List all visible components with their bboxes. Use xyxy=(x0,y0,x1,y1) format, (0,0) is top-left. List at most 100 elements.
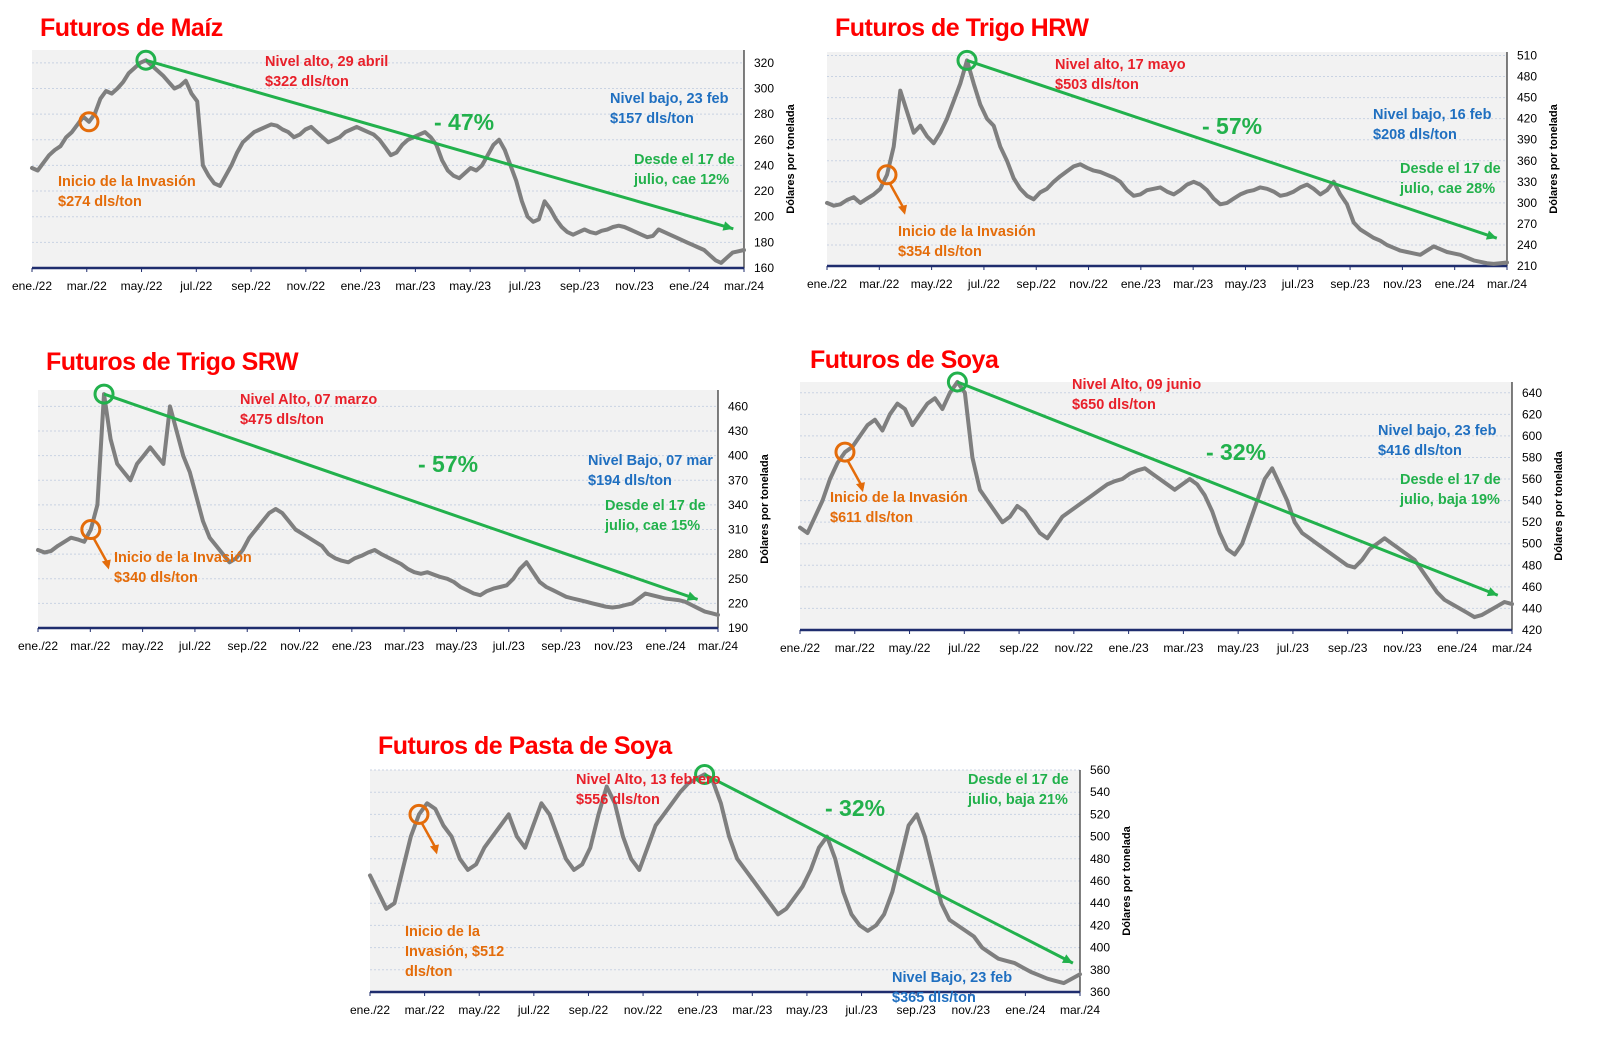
y-tick-label: 400 xyxy=(728,449,748,463)
x-tick-label: nov./22 xyxy=(280,639,319,653)
chart-svg: 210 240 270 300 330 360 390 420 450 480 510 ene./22… xyxy=(807,49,1560,291)
low-label: Nivel Bajo, 07 mar xyxy=(588,453,713,469)
july-value: julio, cae 15% xyxy=(604,518,700,534)
x-tick-label: nov./22 xyxy=(1055,641,1094,655)
low-label: Nivel bajo, 23 feb xyxy=(1378,423,1497,439)
percent-change: - 57% xyxy=(1202,113,1262,139)
x-tick-label: ene./23 xyxy=(1121,277,1161,291)
y-tick-label: 300 xyxy=(754,81,774,95)
x-tick-label: mar./24 xyxy=(698,639,738,653)
y-tick-label: 360 xyxy=(1090,985,1110,999)
x-tick-label: may./23 xyxy=(1225,277,1267,291)
x-tick-label: ene./23 xyxy=(678,1003,718,1017)
y-tick-label: 240 xyxy=(754,158,774,172)
high-marker xyxy=(946,371,968,393)
july-value: julio, cae 12% xyxy=(633,172,729,188)
y-tick-label: 560 xyxy=(1522,472,1542,486)
x-tick-label: jul./22 xyxy=(967,277,1000,291)
invasion-arrowhead xyxy=(898,204,907,215)
plot-area xyxy=(370,770,1080,992)
y-tick-label: 640 xyxy=(1522,386,1542,400)
x-tick-label: ene./22 xyxy=(807,277,847,291)
x-tick-label: may./23 xyxy=(786,1003,828,1017)
x-tick-label: mar./23 xyxy=(1163,641,1203,655)
x-tick-label: mar./22 xyxy=(70,639,110,653)
x-tick-label: mar./24 xyxy=(1060,1003,1100,1017)
series-line xyxy=(368,772,1082,986)
high-value: $322 dls/ton xyxy=(265,74,349,90)
x-tick-label: ene./24 xyxy=(646,639,686,653)
y-tick-label: 520 xyxy=(1090,807,1110,821)
high-marker xyxy=(694,763,716,785)
trend-arrowhead xyxy=(686,591,698,601)
chart-soya: 420 440 460 480 500 520 540 560 580 600 620 640 ene.… xyxy=(780,340,1600,655)
x-tick-label: may./22 xyxy=(911,277,953,291)
y-tick-label: 270 xyxy=(1517,217,1537,231)
chart-svg: 160 180 200 220 240 260 280 300 320 ene./22 mar./2… xyxy=(12,49,797,293)
chart-title: Futuros de Trigo HRW xyxy=(835,14,1089,42)
trend-arrowhead xyxy=(1485,230,1497,240)
low-value: $416 dls/ton xyxy=(1378,443,1462,459)
july-label: Desde el 17 de xyxy=(968,772,1069,788)
invasion-marker xyxy=(408,803,430,825)
x-tick-label: ene./23 xyxy=(332,639,372,653)
chart-title: Futuros de Soya xyxy=(810,346,999,374)
y-tick-label: 460 xyxy=(728,399,748,413)
high-value: $475 dls/ton xyxy=(240,412,324,428)
x-tick-label: jul./22 xyxy=(517,1003,550,1017)
july-label: Desde el 17 de xyxy=(1400,472,1501,488)
invasion-arrowhead xyxy=(855,482,865,493)
percent-change: - 32% xyxy=(1206,439,1266,465)
chart-svg: 190 220 250 280 310 340 370 400 430 460 ene./22 mar… xyxy=(18,383,771,653)
y-tick-label: 200 xyxy=(754,210,774,224)
chart-maiz: 160 180 200 220 240 260 280 300 320 ene./22 mar./2… xyxy=(0,0,800,300)
chart-pasta: 360 380 400 420 440 460 480 500 520 540 560 ene./22… xyxy=(340,730,1140,1030)
plot-area xyxy=(38,390,718,628)
y-tick-label: 280 xyxy=(754,107,774,121)
july-label: Desde el 17 de xyxy=(605,498,706,514)
x-tick-label: may./22 xyxy=(121,279,163,293)
july-label: Desde el 17 de xyxy=(1400,161,1501,177)
invasion-value: $340 dls/ton xyxy=(114,570,198,586)
chart-svg: 420 440 460 480 500 520 540 560 580 600 620 640 ene.… xyxy=(780,371,1565,655)
trend-line xyxy=(103,392,699,601)
x-tick-label: sep./22 xyxy=(999,641,1039,655)
invasion-marker xyxy=(834,441,856,463)
high-label: Nivel alto, 17 mayo xyxy=(1055,57,1186,73)
y-tick-label: 520 xyxy=(1522,515,1542,529)
july-value: julio, cae 28% xyxy=(1399,181,1495,197)
plot-area xyxy=(827,52,1507,266)
chart-title: Futuros de Maíz xyxy=(40,14,223,42)
y-tick-label: 260 xyxy=(754,133,774,147)
chart-srw: 190 220 250 280 310 340 370 400 430 460 ene./22 mar… xyxy=(0,340,800,653)
y-tick-label: 480 xyxy=(1517,70,1537,84)
y-tick-label: 180 xyxy=(754,235,774,249)
invasion-marker xyxy=(80,519,102,541)
trend-arrowhead xyxy=(722,221,734,231)
trend-line xyxy=(145,58,734,231)
y-tick-label: 580 xyxy=(1522,450,1542,464)
july-label: Desde el 17 de xyxy=(634,152,735,168)
x-tick-label: mar./24 xyxy=(724,279,764,293)
y-tick-label: 240 xyxy=(1517,238,1537,252)
high-label: Nivel alto, 29 abril xyxy=(265,54,388,70)
high-marker xyxy=(93,383,115,405)
invasion-arrowhead xyxy=(429,844,439,855)
high-value: $650 dls/ton xyxy=(1072,397,1156,413)
y-tick-label: 360 xyxy=(1517,154,1537,168)
low-value: $157 dls/ton xyxy=(610,111,694,127)
y-tick-label: 330 xyxy=(1517,175,1537,189)
plot-area xyxy=(32,50,744,268)
y-axis-title: Dólares por tonelada xyxy=(759,453,771,563)
invasion-label: Inicio de la xyxy=(405,924,481,940)
x-tick-label: jul./23 xyxy=(508,279,541,293)
invasion-label: Inicio de la Invasión xyxy=(114,550,252,566)
x-tick-label: ene./24 xyxy=(669,279,709,293)
y-tick-label: 220 xyxy=(728,596,748,610)
high-label: Nivel Alto, 07 marzo xyxy=(240,392,377,408)
series-line xyxy=(798,380,1514,620)
x-tick-label: ene./23 xyxy=(341,279,381,293)
x-tick-label: ene./22 xyxy=(350,1003,390,1017)
y-tick-label: 320 xyxy=(754,56,774,70)
x-tick-label: mar./24 xyxy=(1492,641,1532,655)
